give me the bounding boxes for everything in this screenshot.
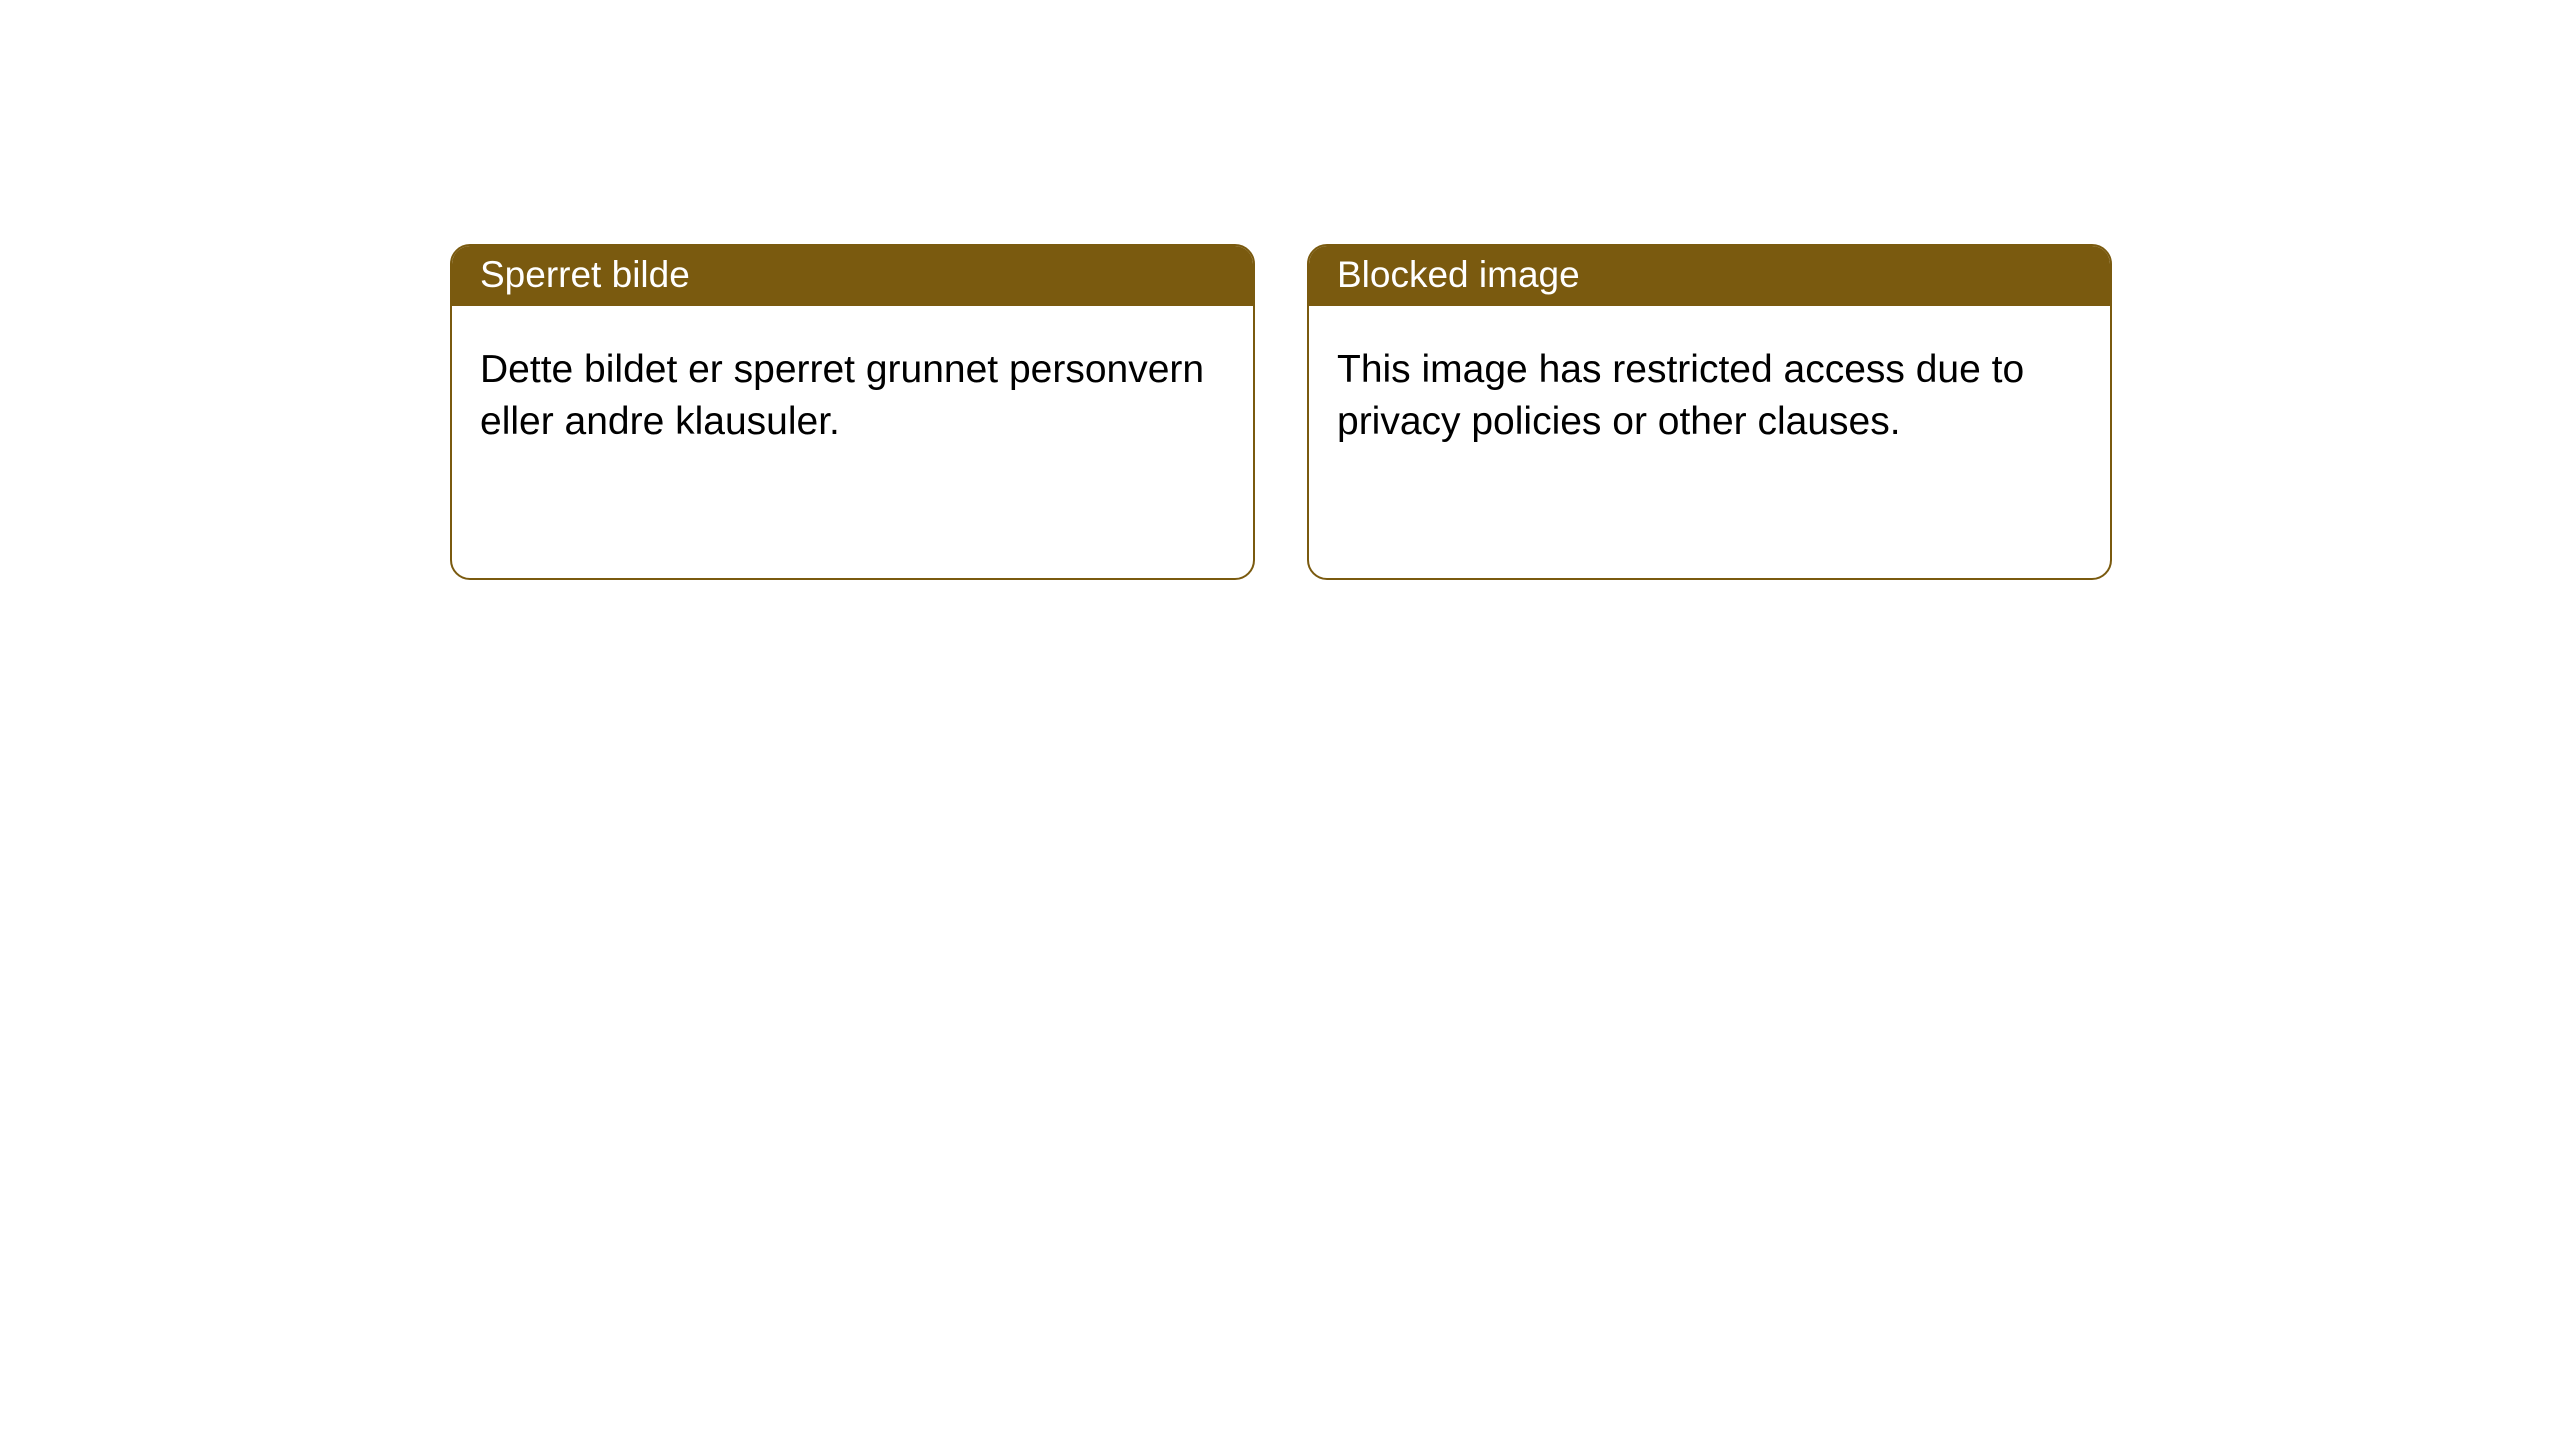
notice-body-english: This image has restricted access due to … bbox=[1309, 306, 2110, 487]
notice-card-norwegian: Sperret bilde Dette bildet er sperret gr… bbox=[450, 244, 1255, 580]
notice-body-norwegian: Dette bildet er sperret grunnet personve… bbox=[452, 306, 1253, 487]
notice-header-english: Blocked image bbox=[1309, 246, 2110, 306]
notices-container: Sperret bilde Dette bildet er sperret gr… bbox=[450, 244, 2560, 580]
notice-card-english: Blocked image This image has restricted … bbox=[1307, 244, 2112, 580]
notice-header-norwegian: Sperret bilde bbox=[452, 246, 1253, 306]
